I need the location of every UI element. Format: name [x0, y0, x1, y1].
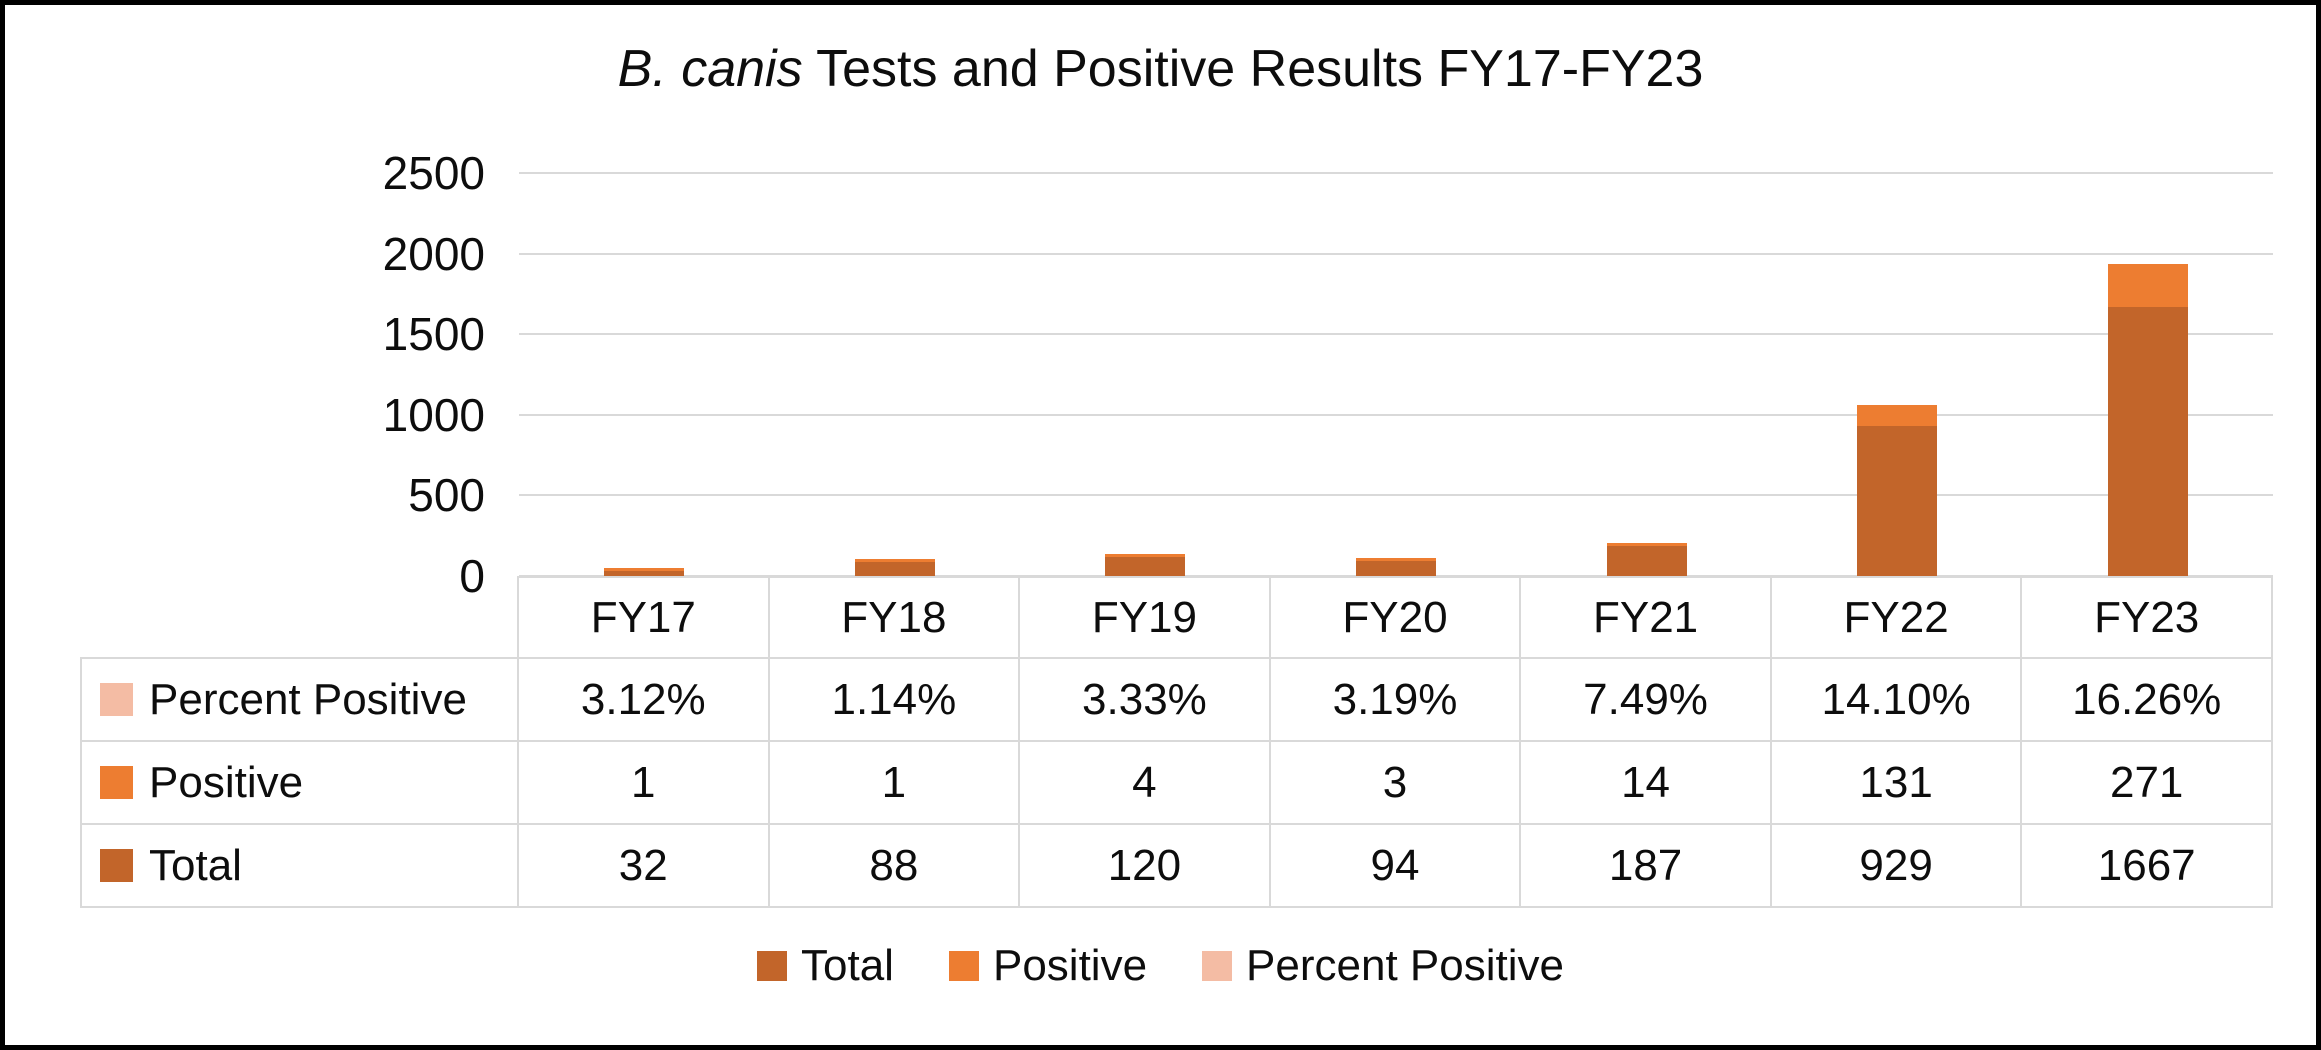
category-column-fy19 [1020, 173, 1271, 576]
gridline [519, 494, 2273, 497]
legend-label: Total [801, 941, 894, 990]
plot-area [519, 172, 2273, 577]
legend-swatch [757, 951, 788, 981]
category-column-fy20 [1271, 173, 1522, 576]
legend-item-positive: Positive [948, 941, 1148, 991]
gridline [519, 172, 2273, 174]
y-axis-tick-label: 500 [408, 469, 485, 522]
category-column-fy18 [770, 173, 1021, 576]
bar-segment-total [1606, 545, 1687, 576]
table-value-cell: 120 [1020, 825, 1271, 908]
table-row-label-percent-positive: Percent Positive [80, 659, 519, 742]
table-value-cell: 3.33% [1020, 659, 1271, 742]
table-row-label-total: Total [80, 825, 519, 908]
gridline [519, 252, 2273, 255]
bar-segment-total [1857, 426, 1938, 576]
table-value-cell: 94 [1270, 825, 1522, 908]
y-axis-tick-label: 2500 [382, 147, 485, 199]
table-header-fy17: FY17 [519, 576, 770, 659]
y-axis-tick-label: 0 [459, 550, 485, 602]
table-row-label-text: Percent Positive [149, 674, 467, 724]
gridline [519, 333, 2273, 336]
legend-item-percent-positive: Percent Positive [1202, 941, 1564, 991]
table-value-cell: 929 [1771, 825, 2023, 908]
table-header-fy19: FY19 [1020, 576, 1271, 659]
table-value-cell: 131 [1771, 742, 2023, 825]
gridline [519, 413, 2273, 416]
table-value-cell: 3 [1270, 742, 1522, 825]
table-row-label-text: Positive [149, 757, 304, 807]
stacked-bar-fy22 [1857, 173, 1938, 576]
table-value-cell: 32 [519, 825, 770, 908]
bar-segment-positive [1606, 542, 1687, 546]
table-value-cell: 1667 [2022, 825, 2273, 908]
bar-segment-positive [1356, 557, 1437, 561]
y-axis-tick-label: 2000 [382, 227, 485, 280]
legend-key-swatch [100, 766, 133, 799]
category-column-fy21 [1521, 173, 1772, 576]
chart-title-italic-part: B. canis [617, 40, 803, 98]
legend-key-swatch [100, 849, 133, 882]
legend-swatch [1202, 951, 1233, 981]
category-column-fy23 [2022, 173, 2273, 576]
table-header-fy20: FY20 [1270, 576, 1522, 659]
table-value-cell: 1.14% [769, 659, 1021, 742]
y-axis-tick-label: 1000 [382, 388, 485, 441]
table-value-cell: 271 [2022, 742, 2273, 825]
stacked-bar-fy21 [1606, 173, 1687, 576]
bar-segment-positive [2107, 263, 2188, 308]
table-value-cell: 1 [769, 742, 1021, 825]
table-value-cell: 3.12% [519, 659, 770, 742]
legend-label: Positive [992, 941, 1148, 990]
chart-title-rest: Tests and Positive Results FY17-FY23 [802, 40, 1704, 98]
stacked-bar-fy23 [2107, 173, 2188, 576]
table-value-cell: 4 [1020, 742, 1271, 825]
table-row-label-text: Total [149, 840, 242, 890]
stacked-bar-fy20 [1356, 173, 1437, 576]
plot-columns [519, 173, 2273, 576]
bar-segment-positive [604, 567, 685, 571]
table-header-fy23: FY23 [2022, 576, 2273, 659]
legend: Total Positive Percent Positive [5, 941, 2316, 991]
data-table: FY17 FY18 FY19 FY20 FY21 FY22 FY23 Percent Posi… [80, 576, 2273, 908]
table-row-label-positive: Positive [80, 742, 519, 825]
table-value-cell: 187 [1521, 825, 1772, 908]
table-value-cell: 7.49% [1521, 659, 1772, 742]
legend-item-total: Total [757, 941, 894, 991]
table-value-cell: 3.19% [1270, 659, 1522, 742]
y-axis-tick-label: 1500 [382, 308, 485, 361]
bar-segment-positive [1857, 405, 1938, 427]
table-value-cell: 14.10% [1771, 659, 2023, 742]
stacked-bar-fy19 [1105, 173, 1186, 576]
bar-segment-total [1356, 560, 1437, 576]
table-value-cell: 16.26% [2022, 659, 2273, 742]
stacked-bar-fy18 [854, 173, 935, 576]
table-corner-cell [80, 576, 519, 659]
bar-segment-positive [1105, 553, 1186, 557]
table-value-cell: 14 [1521, 742, 1772, 825]
category-column-fy22 [1772, 173, 2023, 576]
table-value-cell: 1 [519, 742, 770, 825]
table-header-fy18: FY18 [769, 576, 1021, 659]
bar-segment-positive [854, 558, 935, 562]
legend-swatch [948, 951, 979, 981]
bar-segment-total [854, 561, 935, 576]
stacked-bar-fy17 [604, 173, 685, 576]
category-column-fy17 [519, 173, 770, 576]
table-header-fy22: FY22 [1771, 576, 2023, 659]
bar-segment-total [2107, 307, 2188, 576]
y-axis: 0 500 1000 1500 2000 2500 [165, 150, 485, 599]
bar-segment-total [1105, 556, 1186, 576]
legend-label: Percent Positive [1246, 941, 1564, 990]
table-header-fy21: FY21 [1521, 576, 1772, 659]
chart-title: B. canis Tests and Positive Results FY17… [5, 40, 2316, 98]
table-value-cell: 88 [769, 825, 1021, 908]
legend-key-swatch [100, 683, 133, 716]
bar-segment-total [604, 570, 685, 576]
